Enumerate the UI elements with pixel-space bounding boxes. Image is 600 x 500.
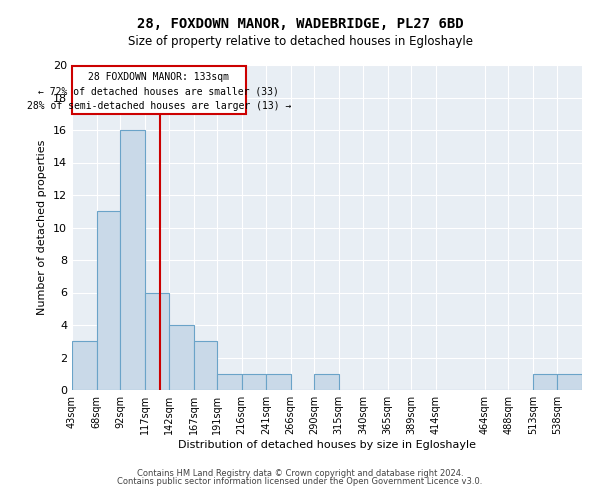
Text: 28 FOXDOWN MANOR: 133sqm: 28 FOXDOWN MANOR: 133sqm bbox=[88, 72, 229, 82]
Bar bbox=[314, 374, 339, 390]
Text: 28% of semi-detached houses are larger (13) →: 28% of semi-detached houses are larger (… bbox=[26, 101, 291, 111]
Bar bbox=[120, 130, 145, 390]
Bar bbox=[217, 374, 242, 390]
Bar bbox=[72, 341, 97, 390]
Bar bbox=[266, 374, 291, 390]
Text: Size of property relative to detached houses in Egloshayle: Size of property relative to detached ho… bbox=[128, 35, 473, 48]
Y-axis label: Number of detached properties: Number of detached properties bbox=[37, 140, 47, 315]
Text: 28, FOXDOWN MANOR, WADEBRIDGE, PL27 6BD: 28, FOXDOWN MANOR, WADEBRIDGE, PL27 6BD bbox=[137, 18, 463, 32]
Text: Contains public sector information licensed under the Open Government Licence v3: Contains public sector information licen… bbox=[118, 477, 482, 486]
FancyBboxPatch shape bbox=[72, 66, 245, 114]
Text: ← 72% of detached houses are smaller (33): ← 72% of detached houses are smaller (33… bbox=[38, 86, 279, 96]
Bar bbox=[145, 292, 169, 390]
Text: Contains HM Land Registry data © Crown copyright and database right 2024.: Contains HM Land Registry data © Crown c… bbox=[137, 468, 463, 477]
X-axis label: Distribution of detached houses by size in Egloshayle: Distribution of detached houses by size … bbox=[178, 440, 476, 450]
Bar bbox=[533, 374, 557, 390]
Bar bbox=[169, 325, 194, 390]
Bar bbox=[242, 374, 266, 390]
Bar bbox=[557, 374, 582, 390]
Bar bbox=[194, 341, 217, 390]
Bar bbox=[97, 211, 120, 390]
